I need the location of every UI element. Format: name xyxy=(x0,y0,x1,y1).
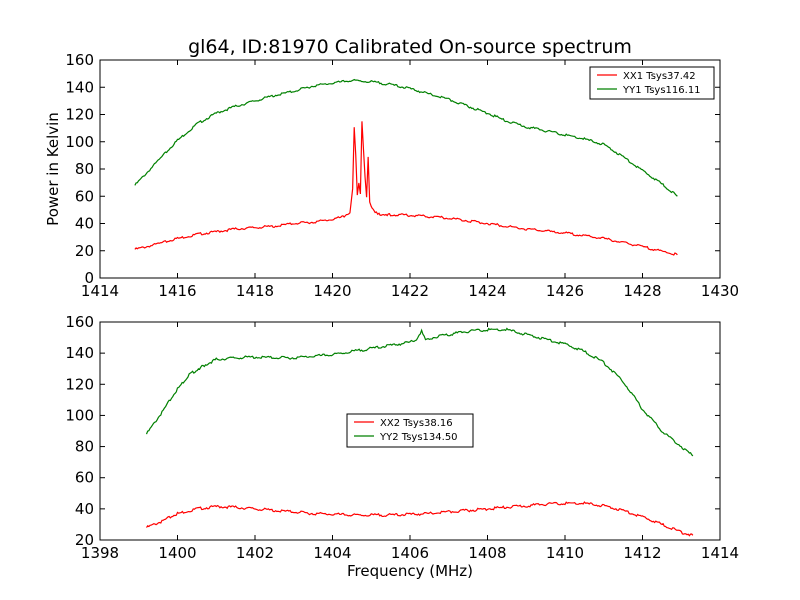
y-tick-label: 20 xyxy=(75,242,94,260)
legend-entry-label: XX1 Tsys37.42 xyxy=(623,71,696,82)
x-tick-label: 1414 xyxy=(81,282,119,300)
y-tick-label: 100 xyxy=(65,133,94,151)
series-line-yy xyxy=(134,78,678,197)
x-tick-label: 1404 xyxy=(313,544,351,562)
x-tick-label: 1398 xyxy=(81,544,119,562)
x-tick-label: 1426 xyxy=(546,282,584,300)
x-tick-label: 1422 xyxy=(391,282,429,300)
y-tick-label: 120 xyxy=(65,375,94,393)
y-tick-label: 120 xyxy=(65,106,94,124)
x-tick-label: 1402 xyxy=(236,544,274,562)
legend: XX1 Tsys37.42 YY1 Tsys116.11 xyxy=(589,66,715,100)
x-axis-label: Frequency (MHz) xyxy=(347,562,473,580)
y-tick-label: 80 xyxy=(75,160,94,178)
chart-title: gl64, ID:81970 Calibrated On-source spec… xyxy=(188,36,632,58)
legend-entry-label: YY1 Tsys116.11 xyxy=(622,85,701,96)
legend: XX2 Tsys38.16 YY2 Tsys134.50 xyxy=(346,413,474,448)
legend-entry-label: XX2 Tsys38.16 xyxy=(380,418,453,429)
x-tick-label: 1416 xyxy=(158,282,196,300)
y-tick-label: 20 xyxy=(75,531,94,549)
series-line-xx xyxy=(146,501,694,537)
x-tick-label: 1412 xyxy=(623,544,661,562)
y-tick-label: 140 xyxy=(65,344,94,362)
top-spectrum-panel: 1414 1416 1418 1420 1422 1424 1426 1428 1430 0 20 4… xyxy=(44,51,739,300)
legend-box xyxy=(346,413,474,448)
y-tick-label: 40 xyxy=(75,500,94,518)
x-tick-label: 1424 xyxy=(468,282,506,300)
legend-entry-label: YY2 Tsys134.50 xyxy=(379,432,458,443)
y-tick-label: 60 xyxy=(75,187,94,205)
y-tick-label: 40 xyxy=(75,215,94,233)
x-tick-label: 1408 xyxy=(468,544,506,562)
y-tick-label: 60 xyxy=(75,469,94,487)
y-tick-label: 140 xyxy=(65,78,94,96)
bottom-spectrum-panel: 1398 1400 1402 1404 1406 1408 1410 1412 1414 20 40… xyxy=(65,313,739,580)
y-tick-label: 160 xyxy=(65,313,94,331)
y-tick-label: 160 xyxy=(65,51,94,69)
x-tick-label: 1418 xyxy=(236,282,274,300)
x-tick-label: 1430 xyxy=(701,282,739,300)
x-tick-label: 1428 xyxy=(623,282,661,300)
y-tick-label: 100 xyxy=(65,406,94,424)
x-tick-label: 1406 xyxy=(391,544,429,562)
x-tick-label: 1414 xyxy=(701,544,739,562)
y-tick-label: 80 xyxy=(75,438,94,456)
x-tick-label: 1420 xyxy=(313,282,351,300)
x-tick-label: 1410 xyxy=(546,544,584,562)
legend-box xyxy=(589,66,715,100)
x-tick-label: 1400 xyxy=(158,544,196,562)
series-line-yy xyxy=(145,327,694,457)
y-tick-label: 0 xyxy=(84,269,94,287)
y-axis-label: Power in Kelvin xyxy=(44,112,62,226)
series-line-xx xyxy=(134,121,678,256)
